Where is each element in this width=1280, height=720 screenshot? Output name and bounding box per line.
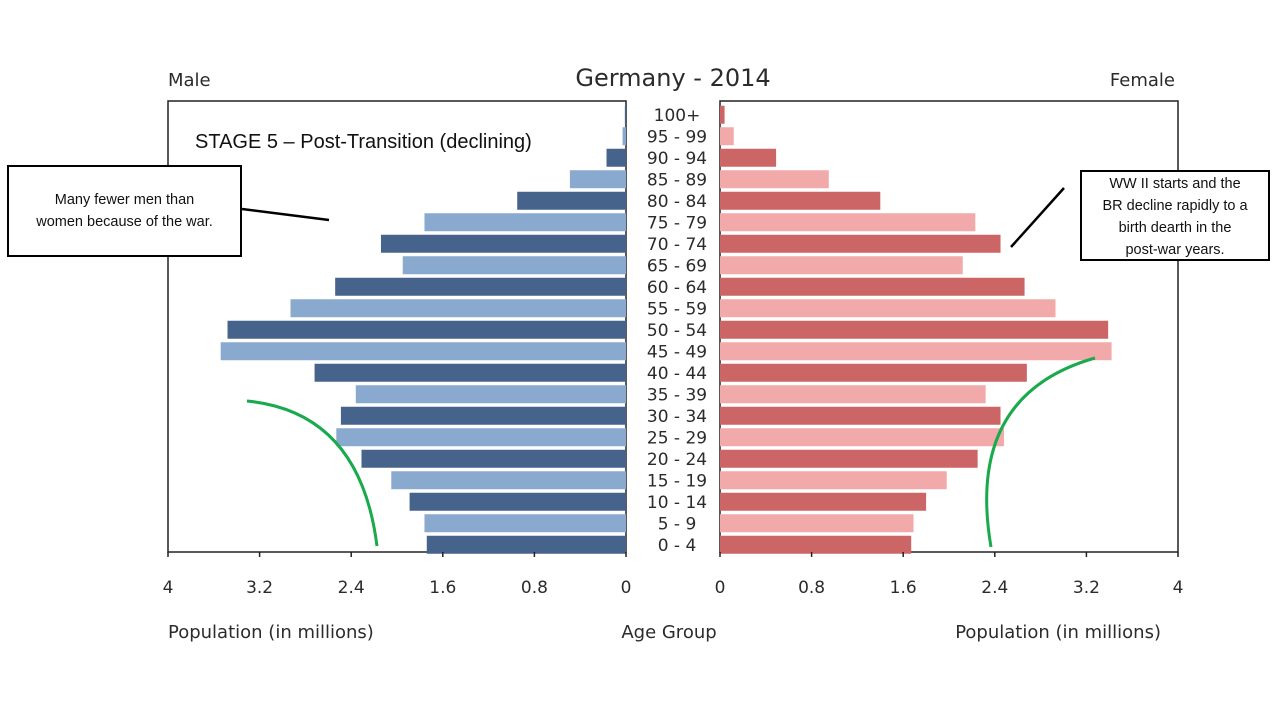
left-callout-pointer [241, 207, 330, 222]
female-bar-90-94 [720, 148, 777, 167]
female-bar-65-69 [720, 256, 963, 275]
age-group-label: 0 - 4 [658, 536, 697, 556]
x-axis-title-female: Population (in millions) [955, 622, 1161, 643]
female-bar-55-59 [720, 299, 1056, 318]
female-tick-label: 0.8 [798, 578, 825, 598]
female-bar-70-74 [720, 234, 1001, 253]
age-group-label: 75 - 79 [647, 213, 707, 233]
left-callout-box: Many fewer men than women because of the… [7, 165, 242, 257]
male-bar-15-19 [391, 471, 626, 490]
age-group-label: 60 - 64 [647, 278, 707, 298]
male-bar-25-29 [336, 428, 626, 447]
male-bar-90-94 [606, 148, 626, 167]
left-callout-line: Many fewer men than [54, 192, 195, 208]
male-young-cohort-curve [246, 399, 379, 547]
age-group-label: 35 - 39 [647, 385, 707, 405]
male-bar-100plus [624, 105, 626, 124]
male-bar-40-44 [314, 363, 626, 382]
age-group-label: 95 - 99 [647, 127, 707, 147]
male-bar-10-14 [409, 492, 626, 511]
x-axis-title-male: Population (in millions) [168, 622, 374, 643]
chart-title: Germany - 2014 [575, 64, 770, 92]
right-callout-pointer [1010, 187, 1065, 248]
female-bar-60-64 [720, 277, 1025, 296]
female-bar-40-44 [720, 363, 1027, 382]
right-callout-line: birth dearth in the [1118, 220, 1232, 236]
male-tick-label: 0 [621, 578, 632, 598]
female-bar-100plus [720, 105, 725, 124]
age-group-label: 70 - 74 [647, 235, 707, 255]
male-bar-65-69 [402, 256, 626, 275]
age-group-label: 15 - 19 [647, 471, 707, 491]
female-bar-20-24 [720, 449, 978, 468]
female-tick-label: 2.4 [981, 578, 1008, 598]
female-tick-label: 0 [715, 578, 726, 598]
right-callout-box: WW II starts and the BR decline rapidly … [1080, 170, 1270, 261]
age-group-label: 100+ [654, 106, 701, 126]
age-group-label: 20 - 24 [647, 450, 707, 470]
left-callout-line: women because of the war. [36, 214, 213, 230]
male-bar-30-34 [340, 406, 626, 425]
age-group-label: 55 - 59 [647, 299, 707, 319]
male-bar-5-9 [424, 514, 626, 533]
right-callout-line: post-war years. [1125, 242, 1225, 258]
age-group-label: 40 - 44 [647, 364, 707, 384]
age-group-label: 45 - 49 [647, 342, 707, 362]
female-bar-85-89 [720, 170, 829, 189]
female-bar-80-84 [720, 191, 881, 210]
stage-label: STAGE 5 – Post-Transition (declining) [195, 131, 532, 153]
age-group-label: 50 - 54 [647, 321, 707, 341]
age-group-label: 30 - 34 [647, 407, 707, 427]
age-group-label: 65 - 69 [647, 256, 707, 276]
right-callout-line: BR decline rapidly to a [1102, 198, 1248, 214]
female-bar-15-19 [720, 471, 947, 490]
age-group-label: 85 - 89 [647, 170, 707, 190]
female-bar-45-49 [720, 342, 1112, 361]
male-bar-35-39 [355, 385, 626, 404]
female-label: Female [1110, 70, 1175, 91]
male-bar-70-74 [380, 234, 626, 253]
age-group-label: 90 - 94 [647, 149, 707, 169]
bars-group [220, 105, 1112, 554]
female-tick-label: 3.2 [1073, 578, 1100, 598]
female-tick-label: 4 [1173, 578, 1184, 598]
male-bar-95-99 [622, 127, 626, 146]
female-bar-95-99 [720, 127, 734, 146]
female-bar-25-29 [720, 428, 1004, 447]
age-group-label: 25 - 29 [647, 428, 707, 448]
female-young-cohort-curve [985, 356, 1096, 548]
male-bar-45-49 [220, 342, 627, 361]
female-bar-50-54 [720, 320, 1109, 339]
age-group-label: 10 - 14 [647, 493, 707, 513]
right-callout-line: WW II starts and the [1109, 176, 1241, 192]
male-bar-75-79 [424, 213, 626, 232]
male-tick-label: 2.4 [338, 578, 365, 598]
age-group-label: 80 - 84 [647, 192, 707, 212]
female-bar-0-4 [720, 535, 912, 554]
male-bar-55-59 [290, 299, 626, 318]
male-tick-label: 0.8 [521, 578, 548, 598]
female-tick-label: 1.6 [890, 578, 917, 598]
female-bar-75-79 [720, 213, 976, 232]
female-bar-5-9 [720, 514, 914, 533]
female-bar-30-34 [720, 406, 1001, 425]
male-bar-0-4 [426, 535, 626, 554]
female-bar-35-39 [720, 385, 986, 404]
female-bar-10-14 [720, 492, 927, 511]
male-tick-label: 4 [163, 578, 174, 598]
male-label: Male [168, 70, 211, 91]
male-bar-50-54 [227, 320, 627, 339]
x-axis-title-age-group: Age Group [621, 622, 716, 643]
male-bar-85-89 [569, 170, 626, 189]
male-bar-60-64 [335, 277, 626, 296]
age-group-label: 5 - 9 [658, 514, 697, 534]
tick-labels-group: 4 3.2 2.4 1.6 0.8 0 0 0.8 1.6 2.4 3.2 4 [163, 552, 1184, 598]
male-bar-20-24 [361, 449, 626, 468]
male-tick-label: 3.2 [246, 578, 273, 598]
male-bar-80-84 [517, 191, 626, 210]
male-tick-label: 1.6 [429, 578, 456, 598]
